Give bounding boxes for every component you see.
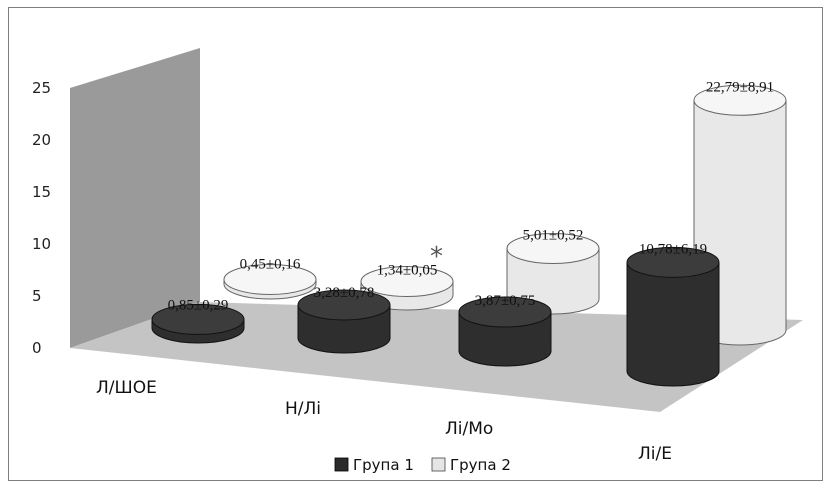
legend-label-group-1: Група 1	[353, 456, 414, 474]
data-label-2-2: 5,01±0,52	[523, 227, 584, 243]
back-wall	[70, 48, 200, 348]
legend-swatch-group-2	[431, 457, 446, 472]
data-label-2-0: 0,45±0,16	[240, 256, 301, 272]
y-tick-5: 5	[32, 287, 42, 305]
legend-swatch-group-1	[334, 457, 349, 472]
significance-marker: *	[430, 242, 443, 272]
data-label-1-1: 3,28±0,78	[314, 285, 375, 301]
data-label-2-1: 1,34±0,05	[377, 262, 438, 278]
bar-1-3	[626, 246, 720, 387]
data-label-1-2: 3,87±0,75	[475, 293, 536, 309]
bar-1-0	[151, 303, 245, 344]
data-label-2-3: 22,79±8,91	[706, 79, 774, 95]
data-label-1-0: 0,85±0,29	[168, 297, 229, 313]
floor	[70, 302, 803, 412]
legend-label-group-2: Група 2	[450, 456, 511, 474]
category-label-0: Л/ШОЕ	[96, 378, 157, 398]
category-label-1: Н/Лі	[285, 399, 321, 419]
bar-2-0	[223, 263, 317, 300]
bar-1-1	[297, 289, 391, 354]
y-tick-10: 10	[32, 235, 51, 253]
y-tick-0: 0	[32, 339, 42, 357]
bar-1-2	[458, 296, 552, 367]
category-label-2: Лі/Мо	[445, 419, 493, 439]
y-tick-15: 15	[32, 183, 51, 201]
y-tick-20: 20	[32, 131, 51, 149]
bars-layer: 0,45±0,16 1,34±0,05 5,01±0,52 22,79±8,91 0,8…	[151, 79, 787, 387]
bar-2-2	[506, 232, 600, 315]
bar-2-1	[360, 265, 454, 311]
data-label-1-3: 10,78±6,19	[639, 241, 707, 257]
category-label-3: Лі/Е	[638, 444, 672, 464]
y-tick-25: 25	[32, 79, 51, 97]
